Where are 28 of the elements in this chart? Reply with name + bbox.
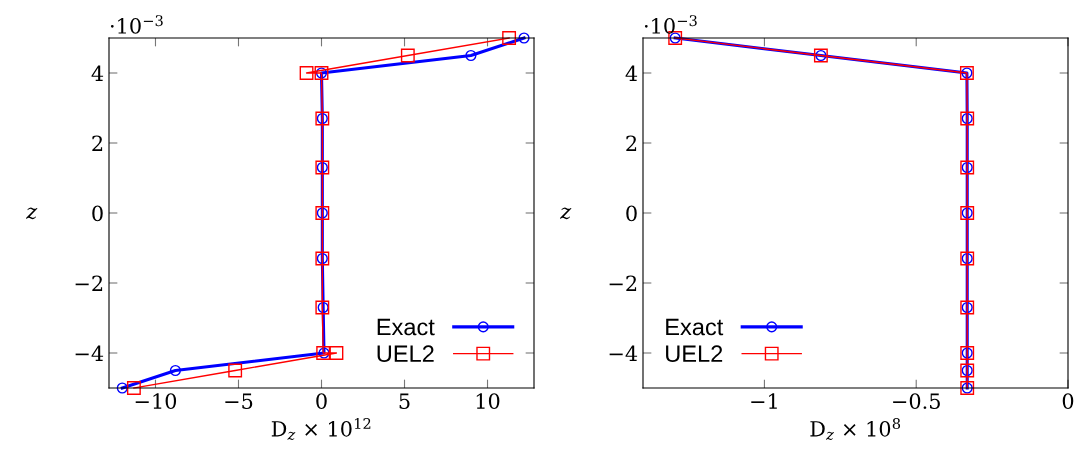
x-axis-title: D$_{z}$ × 10$^{12}$ [271, 418, 371, 441]
y-axis-title: z [26, 207, 38, 220]
text: ·10$^{−3}$ [110, 15, 163, 34]
y-tick-label: 4 [91, 65, 104, 81]
x-tick-label: 0 [1062, 393, 1074, 409]
x-tick-label: −1 [751, 393, 777, 409]
x-tick-label: 5 [399, 393, 410, 409]
y-axis-title: z [560, 207, 572, 220]
legend-label: Exact [377, 318, 435, 336]
y-tick-label: 0 [92, 205, 103, 222]
y-tick-label: 0 [626, 205, 637, 222]
y-tick-label: 2 [626, 135, 637, 151]
x-tick-label: −5 [225, 393, 253, 409]
text: ·10$^{−3}$ [644, 15, 697, 34]
x-tick-label: −10 [135, 393, 177, 409]
y-tick-label: −2 [75, 275, 103, 291]
x-tick-label: 0 [316, 393, 327, 409]
y-tick-label: −2 [609, 275, 637, 291]
y-tick-label: 2 [92, 135, 103, 151]
y-tick-label: 4 [625, 65, 638, 81]
legend-label: UEL2 [377, 345, 434, 363]
legend-label: Exact [666, 318, 724, 336]
y-tick-label: −4 [609, 345, 638, 361]
x-tick-label: 10 [476, 393, 500, 409]
x-tick-label: −0.5 [893, 393, 940, 409]
x-axis-title: D$_{z}$ × 10$^{8}$ [810, 418, 901, 441]
y-tick-label: −4 [75, 345, 104, 361]
legend-label: UEL2 [666, 345, 723, 363]
